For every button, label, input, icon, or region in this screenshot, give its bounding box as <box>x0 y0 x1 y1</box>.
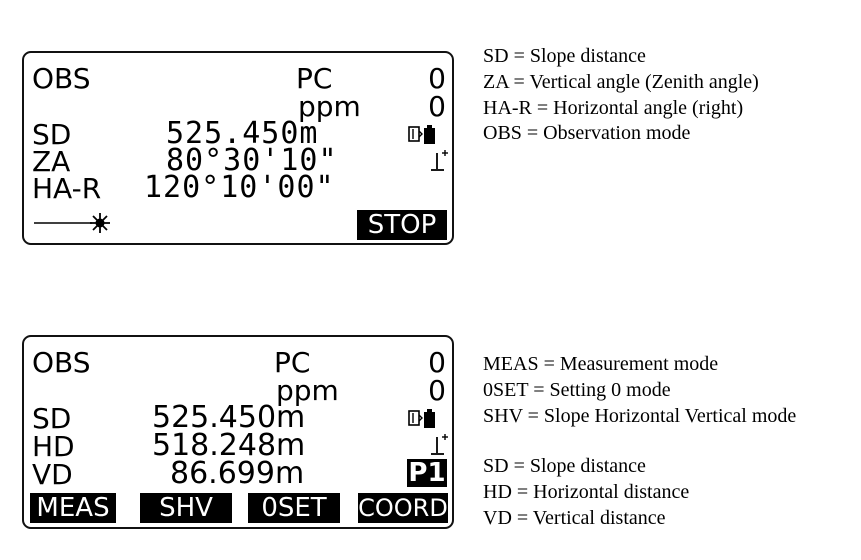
legend-softkeys: MEAS = Measurement mode 0SET = Setting 0… <box>483 352 796 429</box>
ppm-value: 0 <box>428 374 446 407</box>
shv-softkey[interactable]: SHV <box>140 493 232 523</box>
row-vd-label: VD <box>32 458 73 491</box>
obs-screen-distances: OBS PC 0 ppm 0 SD 525.450m HD 518.248m V… <box>22 335 454 529</box>
legend-item: HA-R = Horizontal angle (right) <box>483 96 744 119</box>
row-sd-value: 525.450m <box>152 400 306 435</box>
legend-item: SD = Slope distance <box>483 45 646 67</box>
legend-distances: SD = Slope distance HD = Horizontal dist… <box>483 454 689 531</box>
mode-label: OBS <box>32 62 91 95</box>
laser-beam-icon <box>34 213 110 233</box>
pc-value: 0 <box>428 62 446 95</box>
battery-icon <box>408 409 435 428</box>
pc-label: PC <box>274 346 311 379</box>
tilt-icon <box>431 150 448 171</box>
legend-item: HD = Horizontal distance <box>483 480 690 503</box>
stop-softkey[interactable]: STOP <box>357 210 447 240</box>
row-za-value: 80°30'10" <box>166 143 338 178</box>
legend-item: MEAS = Measurement mode <box>483 353 719 375</box>
legend-screen1: SD = Slope distance ZA = Vertical angle … <box>483 44 759 147</box>
obs-screen-angles: OBS PC 0 ppm 0 SD 525.450m ZA 80°30'10" … <box>22 51 454 245</box>
row-sd-label: SD <box>32 118 72 151</box>
row-ha-r-value: 120°10'00" <box>144 170 335 205</box>
tilt-icon <box>431 434 448 455</box>
row-hd-label: HD <box>32 430 75 463</box>
battery-icon <box>408 125 435 144</box>
legend-item: 0SET = Setting 0 mode <box>483 378 671 401</box>
legend-item: ZA = Vertical angle (Zenith angle) <box>483 70 759 93</box>
row-vd-value: 86.699m <box>170 456 305 491</box>
ppm-label: ppm <box>276 374 339 407</box>
legend-item: SD = Slope distance <box>483 455 646 477</box>
row-hd-value: 518.248m <box>152 428 306 463</box>
row-ha-r-label: HA-R <box>32 172 102 205</box>
coord-softkey[interactable]: COORD <box>358 493 448 523</box>
legend-item: SHV = Slope Horizontal Vertical mode <box>483 404 797 427</box>
ppm-value: 0 <box>428 90 446 123</box>
page-indicator[interactable]: P1 <box>407 458 447 488</box>
pc-value: 0 <box>428 346 446 379</box>
row-sd-value: 525.450m <box>166 116 319 151</box>
ppm-label: ppm <box>298 90 361 123</box>
row-za-label: ZA <box>32 145 71 178</box>
pc-label: PC <box>296 62 333 95</box>
legend-item: OBS = Observation mode <box>483 122 691 145</box>
meas-softkey[interactable]: MEAS <box>30 493 116 523</box>
row-sd-label: SD <box>32 402 72 435</box>
mode-label: OBS <box>32 346 91 379</box>
legend-item: VD = Vertical distance <box>483 506 666 529</box>
0set-softkey[interactable]: 0SET <box>248 493 340 523</box>
